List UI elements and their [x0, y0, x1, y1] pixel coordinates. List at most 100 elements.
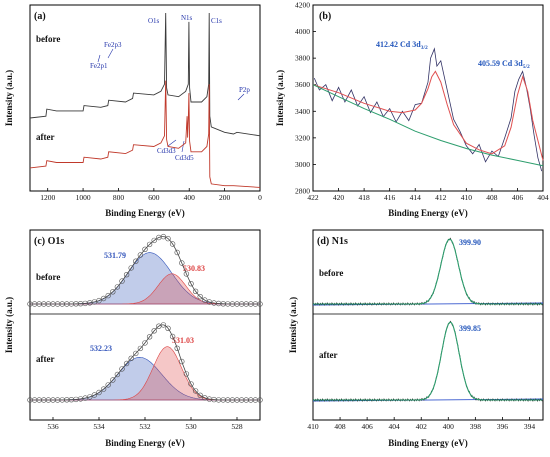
panel-d-xtick-label-6: 398: [470, 422, 482, 431]
arrow-cd3d5: [181, 140, 185, 153]
panel-a-xtick-label-3: 600: [148, 193, 160, 202]
annotation-c1s: C1s: [211, 17, 222, 25]
panel-c-after-data-point: [114, 371, 121, 378]
panel-c-after-data-point: [87, 394, 93, 400]
panel-c-before-data-point: [142, 246, 148, 253]
annotation-o1s: O1s: [148, 17, 160, 25]
panel-b-xtick-label-1: 420: [333, 193, 345, 202]
panel-d-peak-399-85: 399.85: [459, 324, 481, 333]
panel-d-peak-399-90: 399.90: [459, 238, 481, 247]
panel-d-frame: [312, 229, 544, 421]
panel-a-xtick-label-5: 200: [219, 193, 231, 202]
panel-d-after-baseline: [312, 398, 544, 402]
panel-b-ytick-label-6: 4000: [295, 27, 310, 36]
panel-a-xtick-label-0: 1200: [40, 193, 55, 202]
arrow-cd3d3: [167, 139, 177, 147]
panel-b-xtick-label-5: 412: [435, 193, 447, 202]
annotation-n1s: N1s: [181, 14, 193, 22]
panel-c-before-data-point: [257, 301, 263, 307]
panel-c-xlabel: Binding Energy (eV): [105, 438, 185, 448]
panel-b-peak-label-2: 405.59 Cd 3d5/2: [478, 59, 530, 70]
panel-c-before-label: before: [36, 272, 60, 282]
panel-a-xlabel: Binding Energy (eV): [105, 208, 185, 218]
panel-c-before-data-point: [114, 284, 121, 290]
panel-c-after-data-point: [119, 366, 125, 372]
panel-a-label: (a): [34, 11, 46, 22]
panel-b-ylabel: Intensity (a.u.): [275, 70, 285, 126]
panel-c-after-data-point: [188, 381, 194, 387]
panel-c-after-data-point: [151, 328, 157, 334]
panel-c-after-data-point: [142, 340, 148, 346]
panel-c-after-data-point: [110, 377, 116, 383]
annotation-cd3d3: Cd3d3: [157, 147, 176, 155]
panel-b-xtick-label-2: 418: [358, 193, 370, 202]
panel-c-before-data-point: [123, 272, 130, 278]
annotation-cd3d5: Cd3d5: [175, 154, 194, 162]
panel-b-xlabel: Binding Energy (eV): [388, 208, 468, 218]
panel-b-series-raw: [313, 47, 543, 172]
panel-c-after-data-point: [137, 345, 144, 352]
panel-c-after-data-point: [128, 355, 134, 361]
panel-a-xtick-label-1: 1000: [76, 193, 91, 202]
panel-b-ytick-label-1: 3000: [295, 160, 310, 169]
panel-b-ytick-label-2: 3200: [295, 133, 310, 142]
panel-c-before-data-point: [174, 249, 180, 256]
panel-c-after-data-point: [105, 382, 111, 388]
panel-d-xtick-label-4: 402: [416, 422, 428, 431]
panel-c-peak-532-23: 532.23: [90, 344, 112, 353]
panel-b-xtick-label-6: 410: [461, 193, 473, 202]
annotation-fe2p1: Fe2p1: [90, 62, 108, 70]
panel-d-after-raw: [312, 320, 543, 402]
panel-c-before-data-point: [160, 233, 167, 240]
panel-d-xtick-label-0: 410: [307, 422, 319, 431]
panel-c-after-data-point: [183, 371, 190, 377]
panel-b-xtick-label-8: 406: [512, 193, 524, 202]
arrow-p2p: [237, 93, 245, 101]
panel-c-before-data-point: [110, 289, 116, 295]
panel-c-after-data-point: [169, 333, 176, 340]
panel-c-after-data-point: [197, 392, 203, 398]
panel-a-series-before: [29, 12, 261, 137]
arrow-fe2p3: [107, 48, 114, 59]
panel-c-peak-530-83: 530.83: [183, 264, 205, 273]
panel-d-xtick-label-3: 404: [389, 422, 401, 431]
panel-b-frame: [312, 4, 544, 192]
annotation-fe2p3: Fe2p3: [104, 41, 122, 49]
panel-c-after-data-point: [96, 389, 102, 396]
panel-c-before-data-point: [137, 252, 144, 258]
panel-a-ylabel: Intensity (a.u.): [4, 70, 14, 126]
panel-d-xlabel: Binding Energy (eV): [388, 438, 468, 448]
panel-b-xtick-label-0: 422: [307, 193, 319, 202]
panel-d-before-baseline: [312, 302, 544, 306]
panel-c-before-data-point: [146, 241, 153, 248]
panel-c-before-data-point: [202, 297, 208, 303]
panel-b-ytick-label-3: 3400: [295, 107, 310, 116]
panel-d-before-fit: [313, 238, 543, 305]
panel-b-xtick-label-9: 404: [537, 193, 549, 202]
panel-c-xtick-label-3: 530: [185, 422, 197, 431]
panel-c-peak-531-79: 531.79: [104, 251, 126, 260]
panel-c-before-data-point: [119, 278, 125, 284]
panel-c-before-data-point: [192, 288, 199, 294]
panel-d-before-label: before: [319, 268, 343, 278]
panel-b-peak-label-1: 412.42 Cd 3d3/2: [376, 40, 428, 51]
panel-b-xtick-label-7: 408: [486, 193, 498, 202]
panel-c-after-data-point: [91, 392, 98, 398]
panel-c-before-data-point: [151, 237, 157, 244]
panel-d-xtick-label-5: 400: [443, 422, 455, 431]
panel-c-before-data-point: [179, 260, 185, 266]
panel-b-ytick-label-5: 3800: [295, 54, 310, 63]
panel-c-after-data-point: [192, 388, 199, 394]
panel-c-before-data-point: [96, 297, 102, 304]
panel-d-after-label: after: [319, 350, 337, 360]
panel-c-after-data-point: [100, 386, 107, 392]
panel-c-ylabel: Intensity (a.u.): [4, 297, 14, 353]
panel-c-after-data-point: [146, 334, 153, 340]
panel-a-after-label: after: [36, 132, 54, 142]
panel-d-xtick-label-2: 406: [361, 422, 373, 431]
panel-b-series-fit: [312, 70, 544, 161]
panel-d-xtick-label-7: 396: [497, 422, 509, 431]
panel-b-series-background: [312, 84, 544, 167]
panel-c-label: (c) O1s: [34, 236, 64, 247]
